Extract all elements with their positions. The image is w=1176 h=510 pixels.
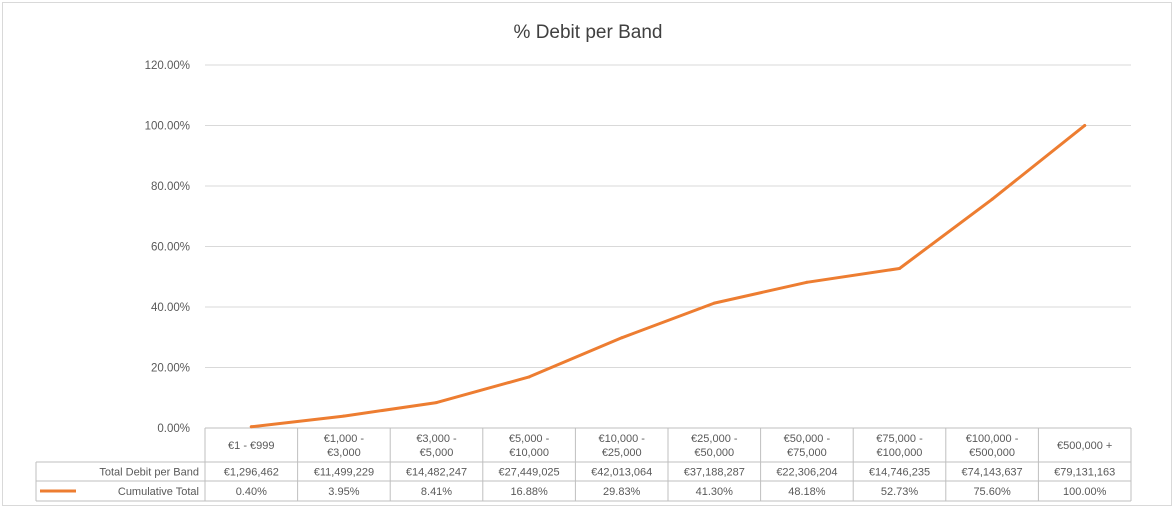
category-label: €100,000 - xyxy=(966,433,1019,445)
y-tick-label: 100.00% xyxy=(145,121,190,133)
data-point xyxy=(342,414,346,418)
table-cell: 3.95% xyxy=(328,486,359,498)
table-row-label: Total Debit per Band xyxy=(99,467,199,479)
table-cell: 29.83% xyxy=(603,486,641,498)
table-cell: 75.60% xyxy=(973,486,1011,498)
category-label: €500,000 + xyxy=(1057,440,1112,452)
table-cell: €74,143,637 xyxy=(962,467,1023,479)
category-label: €5,000 xyxy=(420,447,454,459)
table-cell: €22,306,204 xyxy=(776,467,837,479)
data-point xyxy=(712,301,716,305)
table-cell: 8.41% xyxy=(421,486,452,498)
category-label: €50,000 xyxy=(694,447,734,459)
data-point xyxy=(249,425,253,429)
data-point xyxy=(990,197,994,201)
table-cell: €14,482,247 xyxy=(406,467,467,479)
table-cell: €79,131,163 xyxy=(1054,467,1115,479)
category-label: €3,000 - xyxy=(416,433,457,445)
table-cell: 52.73% xyxy=(881,486,919,498)
category-label: €25,000 - xyxy=(691,433,738,445)
y-tick-label: 80.00% xyxy=(151,181,190,193)
table-cell: 48.18% xyxy=(788,486,826,498)
table-cell: €14,746,235 xyxy=(869,467,930,479)
y-tick-label: 40.00% xyxy=(151,302,190,314)
category-label: €3,000 xyxy=(327,447,361,459)
category-label: €10,000 - xyxy=(598,433,645,445)
data-point xyxy=(1083,124,1087,127)
series-line xyxy=(249,124,1087,429)
category-label: €50,000 - xyxy=(784,433,831,445)
category-label: €75,000 xyxy=(787,447,827,459)
category-label: €75,000 - xyxy=(876,433,923,445)
category-label: €1 - €999 xyxy=(228,440,274,452)
category-label: €10,000 xyxy=(509,447,549,459)
category-label: €25,000 xyxy=(602,447,642,459)
y-tick-label: 20.00% xyxy=(151,363,190,375)
category-label: €5,000 - xyxy=(509,433,550,445)
category-label: €100,000 xyxy=(877,447,923,459)
table-cell: €37,188,287 xyxy=(684,467,745,479)
category-label: €1,000 - xyxy=(324,433,365,445)
table-cell: 16.88% xyxy=(510,486,548,498)
table-cell: 100.00% xyxy=(1063,486,1107,498)
category-label: €500,000 xyxy=(969,447,1015,459)
table-cell: €42,013,064 xyxy=(591,467,652,479)
data-point xyxy=(898,266,901,270)
y-tick-label: 60.00% xyxy=(151,242,190,254)
table-cell: 0.40% xyxy=(236,486,267,498)
data-point xyxy=(620,336,624,340)
chart-title: % Debit per Band xyxy=(514,22,663,43)
table-row-label: Cumulative Total xyxy=(118,486,199,498)
table-cell: 41.30% xyxy=(696,486,734,498)
table-cell: €27,449,025 xyxy=(499,467,560,479)
y-tick-label: 120.00% xyxy=(145,60,190,72)
data-point xyxy=(527,375,531,379)
data-point xyxy=(435,401,438,405)
data-point xyxy=(805,280,809,284)
table-cell: €1,296,462 xyxy=(224,467,279,479)
table-cell: €11,499,229 xyxy=(314,467,374,479)
y-tick-label: 0.00% xyxy=(157,423,190,435)
